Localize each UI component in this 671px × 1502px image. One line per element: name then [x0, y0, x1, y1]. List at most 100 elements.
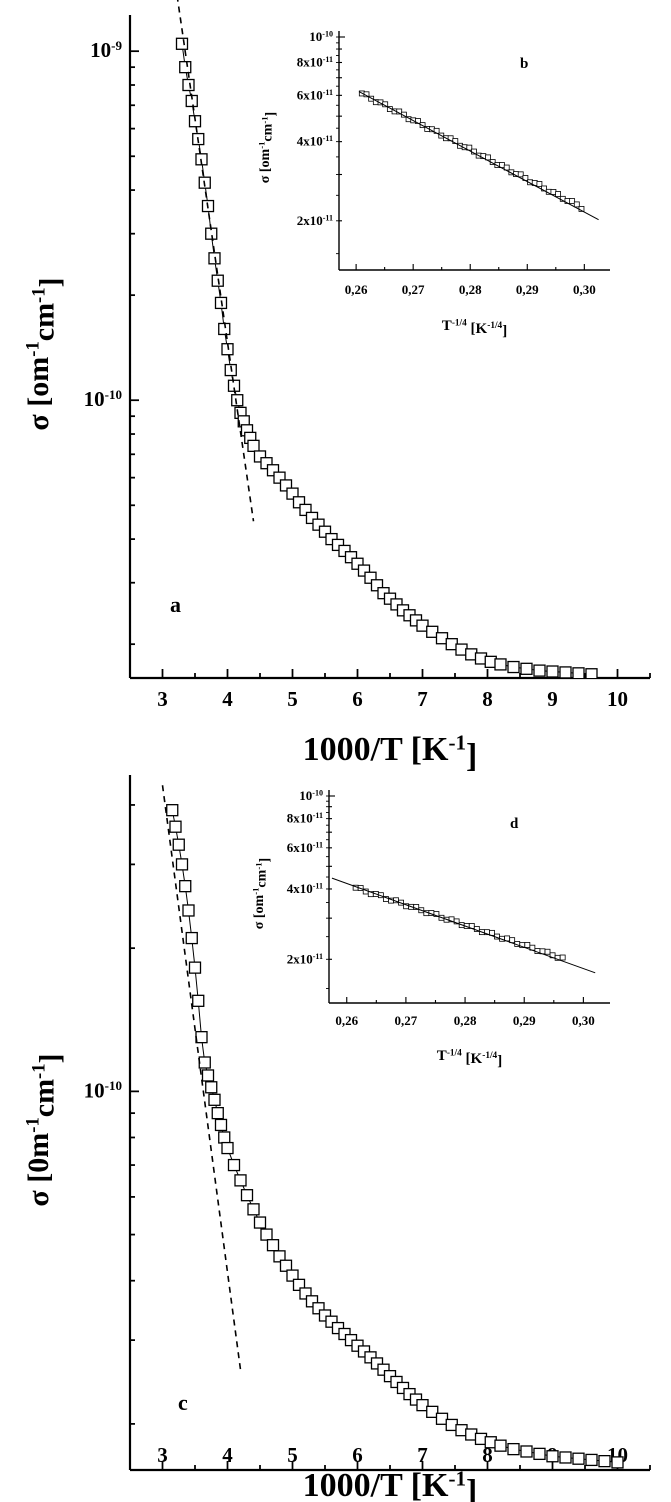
x-tick-label-a: 8	[482, 687, 493, 711]
data-point-c	[195, 1031, 208, 1044]
x-tick-label-d: 0,28	[454, 1013, 477, 1028]
data-point-a	[266, 464, 280, 477]
y-tick-label-d: 2x10-11	[287, 951, 323, 966]
fit-line-dashed-a	[176, 0, 255, 522]
data-point-a	[179, 61, 192, 74]
data-point-a	[520, 662, 533, 675]
data-point-c	[312, 1302, 325, 1315]
data-point-a	[182, 78, 195, 92]
data-point-b	[517, 171, 524, 178]
x-tick-label-b: 0,30	[573, 282, 596, 297]
data-point-c	[559, 1451, 572, 1464]
data-point-a	[305, 511, 319, 525]
data-point-a	[221, 343, 234, 356]
data-point-c	[240, 1189, 254, 1202]
x-axis-title-c: 1000/T [K-1]	[303, 1466, 478, 1502]
x-tick-label-c: 6	[352, 1443, 363, 1467]
data-point-c	[260, 1228, 273, 1241]
data-point-a	[559, 666, 572, 678]
x-tick-label-d: 0,29	[513, 1013, 536, 1028]
x-tick-label-b: 0,26	[345, 282, 368, 297]
x-tick-label-c: 3	[157, 1443, 168, 1467]
data-point-c	[214, 1118, 228, 1132]
x-tick-label-a: 5	[287, 687, 298, 711]
y-tick-label-d: 4x10-11	[287, 881, 323, 896]
data-point-c	[305, 1295, 319, 1308]
data-point-c	[266, 1239, 280, 1252]
data-point-c	[247, 1203, 260, 1216]
data-point-d	[433, 911, 440, 917]
data-point-d	[559, 954, 566, 961]
data-point-a	[507, 660, 520, 674]
data-point-c	[192, 994, 205, 1007]
data-point-a	[533, 664, 546, 677]
x-axis-title-d: T-1/4 [K-1/4]	[437, 1048, 502, 1070]
data-point-b	[573, 201, 580, 208]
panel-letter-c: c	[178, 1390, 188, 1415]
data-point-c	[507, 1442, 520, 1456]
data-point-a	[426, 625, 439, 638]
y-tick-label-d: 8x10-11	[287, 811, 323, 826]
x-axis-title-a: 1000/T [K-1]	[303, 730, 478, 774]
data-point-c	[201, 1069, 215, 1082]
data-point-c	[208, 1093, 221, 1106]
fit-line-d	[331, 877, 596, 974]
chart-d: 0,26 0,27 0,28 0,29 0,30 10-10 8x10-11 6x10-11 4…	[251, 788, 610, 1070]
data-point-d	[453, 918, 460, 925]
data-point-c	[546, 1450, 559, 1463]
data-point-c	[416, 1398, 429, 1412]
x-tick-label-c: 5	[287, 1443, 298, 1467]
y-tick-label-a: 10-9	[90, 38, 122, 62]
y-axis-title-a: σ [om-1cm-1]	[22, 277, 66, 430]
panel-letter-d: d	[510, 816, 519, 832]
data-point-a	[260, 457, 273, 470]
data-point-c	[198, 1056, 211, 1069]
data-point-c	[396, 1381, 410, 1395]
data-point-d	[544, 948, 551, 955]
x-axis-title-b: T-1/4 [K-1/4]	[442, 318, 507, 340]
y-tick-label-c: 10-10	[84, 1078, 123, 1102]
x-tick-label-c: 7	[417, 1443, 428, 1467]
y-axis-title-c: σ [0m-1cm-1]	[22, 1053, 66, 1206]
x-tick-label-a: 7	[417, 687, 428, 711]
data-point-c	[370, 1357, 384, 1370]
y-tick-label-b: 8x10-11	[297, 54, 333, 69]
data-point-d	[524, 942, 531, 948]
x-tick-label-c: 4	[222, 1443, 233, 1467]
data-point-c	[188, 961, 202, 974]
data-point-a	[312, 518, 325, 531]
data-point-c	[520, 1445, 533, 1458]
x-tick-label-d: 0,30	[572, 1013, 595, 1028]
data-point-c	[292, 1278, 306, 1292]
data-point-c	[227, 1158, 241, 1172]
data-point-a	[273, 471, 286, 484]
data-point-c	[318, 1309, 332, 1322]
data-point-c	[325, 1315, 338, 1328]
data-point-c	[172, 838, 185, 851]
data-point-c	[279, 1259, 293, 1272]
x-tick-label-a: 3	[157, 687, 168, 711]
data-point-a	[364, 571, 377, 584]
data-point-b	[485, 154, 491, 161]
x-tick-label-a: 6	[352, 687, 363, 711]
x-tick-label-a: 10	[607, 687, 628, 711]
data-point-c	[182, 904, 195, 917]
data-point-a	[299, 503, 312, 517]
panel-letter-b: b	[520, 56, 528, 72]
panel-letter-a: a	[170, 592, 181, 617]
data-point-c	[205, 1081, 218, 1094]
y-axis-title-b: σ [om-1cm-1]	[257, 112, 279, 183]
data-point-a	[357, 564, 371, 577]
y-tick-label-d: 6x10-11	[287, 840, 323, 855]
y-tick-label-b: 2x10-11	[297, 213, 333, 228]
data-point-b	[550, 189, 557, 195]
x-tick-label-b: 0,27	[402, 282, 425, 297]
data-point-a	[286, 487, 299, 500]
data-point-a	[247, 439, 260, 453]
data-point-b	[536, 181, 543, 187]
data-point-b	[555, 191, 562, 197]
data-line-a	[181, 43, 592, 675]
data-point-b	[368, 95, 375, 102]
data-point-a	[494, 658, 507, 671]
